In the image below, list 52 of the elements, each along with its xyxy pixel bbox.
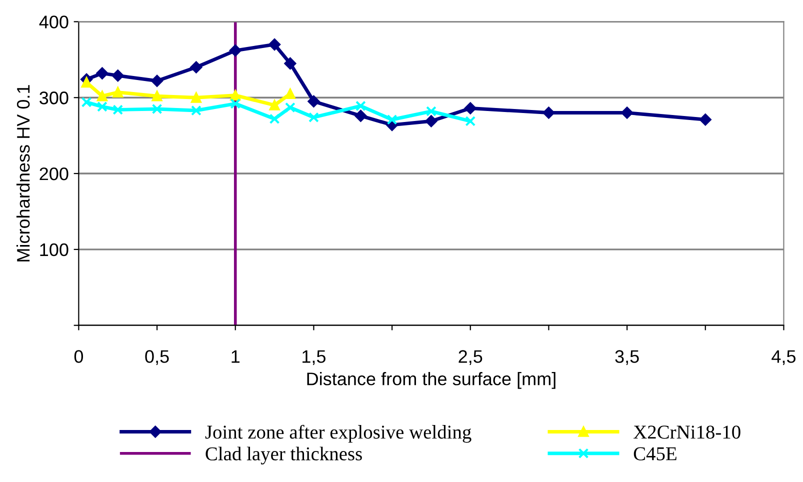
point xyxy=(96,90,108,102)
point xyxy=(308,112,319,123)
point xyxy=(151,74,163,87)
point xyxy=(190,61,202,74)
point xyxy=(464,102,476,114)
point xyxy=(269,114,280,124)
point xyxy=(152,104,162,114)
point xyxy=(112,104,124,115)
point xyxy=(190,92,202,103)
y-tick-label: 300 xyxy=(40,92,68,104)
point xyxy=(230,90,241,101)
point xyxy=(81,77,92,88)
point xyxy=(268,38,280,50)
point xyxy=(621,106,634,119)
point xyxy=(426,106,436,116)
point xyxy=(386,114,398,125)
point xyxy=(269,100,280,110)
x-tick-label: 3,5 xyxy=(615,350,639,366)
legend-label: C45E xyxy=(634,447,676,460)
point xyxy=(284,57,296,70)
point xyxy=(542,106,555,119)
point xyxy=(230,98,241,109)
legend-label: X2CrNi18-10 xyxy=(634,426,740,439)
x-tick-label: 4,5 xyxy=(772,350,796,366)
point xyxy=(308,95,320,108)
y-axis-title: Microhardness HV 0.1 xyxy=(16,85,30,262)
x-axis-title: Distance from the surface [mm] xyxy=(307,372,556,389)
point xyxy=(96,102,108,112)
point xyxy=(284,102,296,113)
point xyxy=(190,105,202,116)
point xyxy=(112,70,124,82)
x-tick-label: 0 xyxy=(74,350,84,363)
point xyxy=(284,88,296,100)
x-tick-label: 1 xyxy=(232,350,240,363)
point xyxy=(425,115,438,128)
legend-label: Clad layer thickness xyxy=(206,446,362,464)
point xyxy=(355,100,366,112)
x-tick-label: 0,5 xyxy=(145,350,169,366)
y-tick-label: 200 xyxy=(40,167,68,180)
point xyxy=(699,114,712,126)
y-tick-label: 400 xyxy=(39,16,68,28)
x-tick-label: 1,5 xyxy=(302,350,326,366)
point xyxy=(465,116,476,126)
x-tick-label: 2,5 xyxy=(458,350,482,366)
point xyxy=(112,87,124,98)
legend-label: Joint zone after explosive welding xyxy=(205,424,472,443)
point xyxy=(152,90,162,102)
point xyxy=(229,44,242,56)
point xyxy=(96,67,108,80)
y-tick-label: 100 xyxy=(40,243,68,256)
point xyxy=(81,96,92,108)
point xyxy=(354,110,367,122)
